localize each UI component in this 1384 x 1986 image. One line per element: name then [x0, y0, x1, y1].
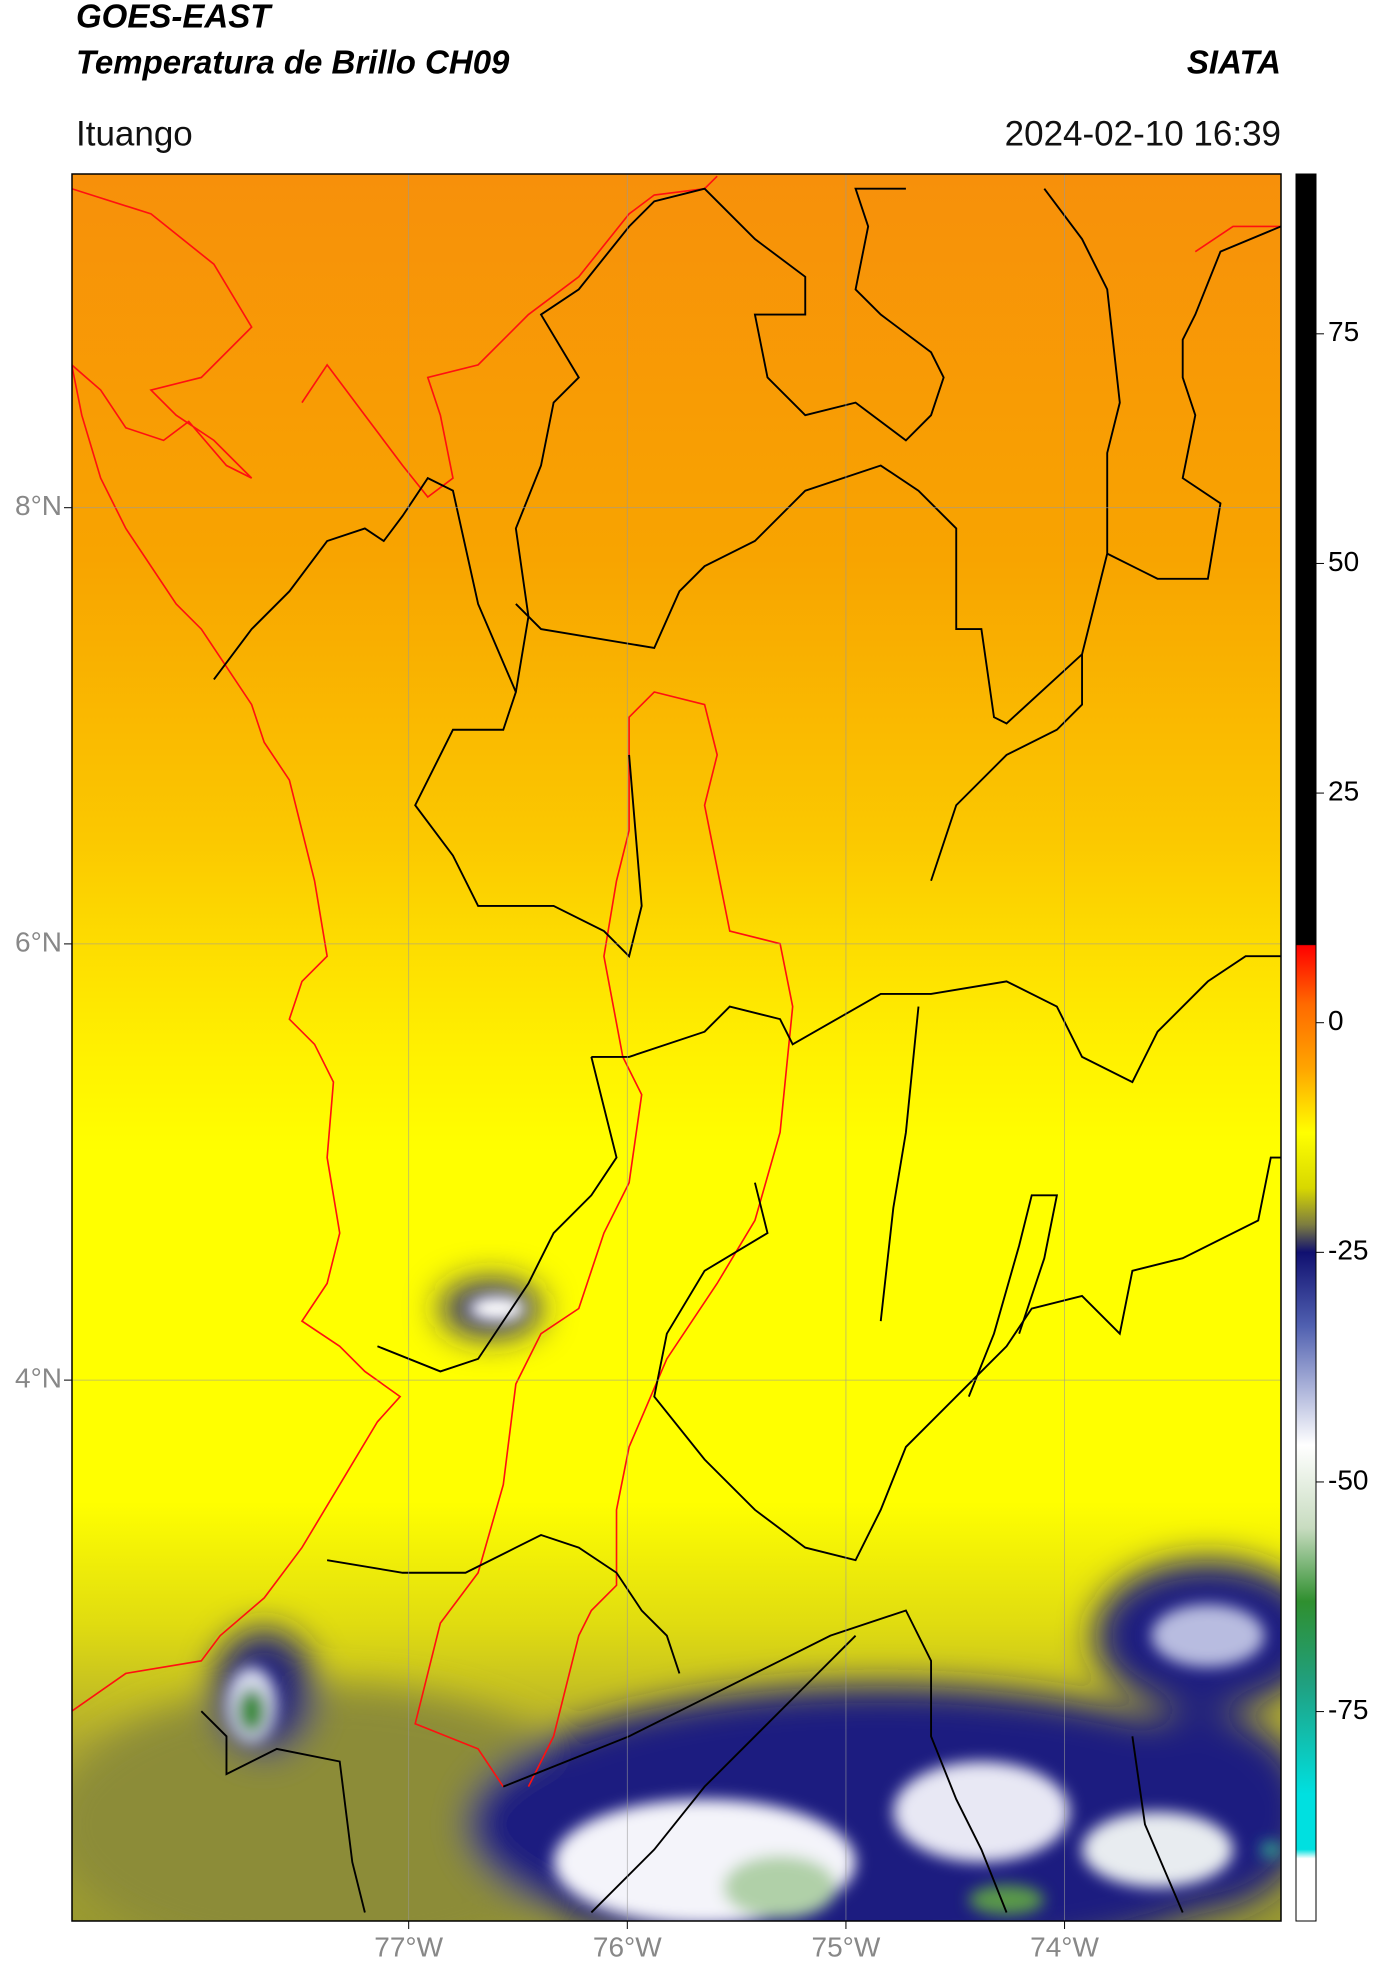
- source: SIATA: [1187, 44, 1281, 81]
- y-tick-label: 6°N: [15, 926, 62, 957]
- colorbar-tick-label: -25: [1328, 1235, 1368, 1266]
- x-tick-label: 74°W: [1030, 1931, 1099, 1962]
- datetime: 2024-02-10 16:39: [1005, 114, 1281, 153]
- y-tick-label: 8°N: [15, 490, 62, 521]
- colorbar: [1295, 173, 1317, 1922]
- colorbar-tick-label: -75: [1328, 1694, 1368, 1725]
- temperature-field: [72, 174, 1281, 1921]
- y-tick-label: 4°N: [15, 1362, 62, 1393]
- x-tick-label: 75°W: [812, 1931, 881, 1962]
- colorbar-tick-label: 25: [1328, 775, 1359, 806]
- x-tick-label: 77°W: [374, 1931, 443, 1962]
- title: GOES-EAST: [76, 0, 273, 35]
- x-tick-label: 76°W: [593, 1931, 662, 1962]
- colorbar-tick-label: -50: [1328, 1464, 1368, 1495]
- colorbar-tick-label: 0: [1328, 1005, 1344, 1036]
- colorbar-tick-label: 75: [1328, 316, 1359, 347]
- map-frame: [71, 173, 1282, 1922]
- map-image: [72, 174, 1281, 1921]
- subtitle: Temperatura de Brillo CH09: [76, 44, 510, 81]
- colorbar-tick-label: 50: [1328, 546, 1359, 577]
- cloud-tops: [72, 175, 1281, 1921]
- region: Ituango: [76, 114, 193, 153]
